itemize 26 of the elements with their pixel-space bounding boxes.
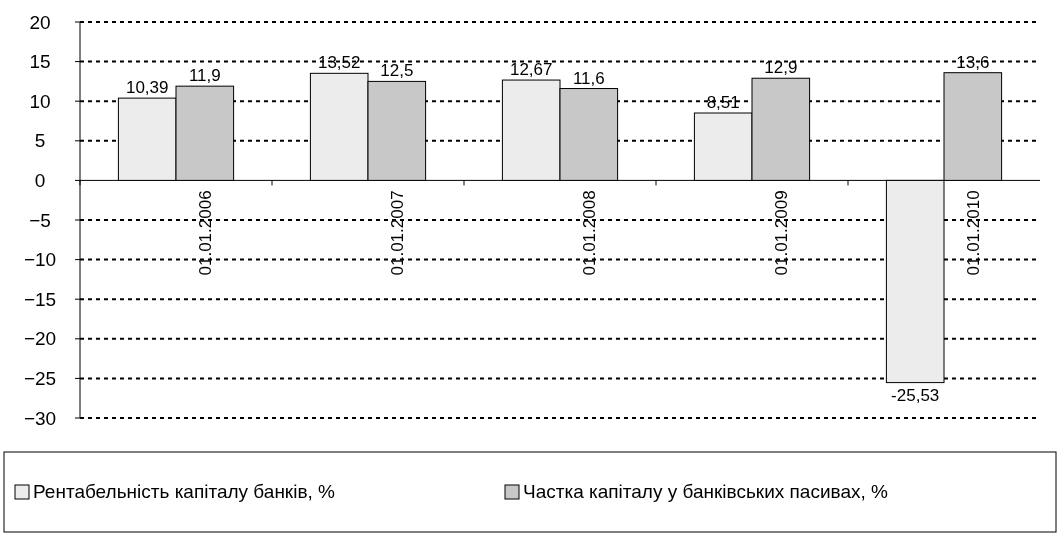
x-tick-label: 01.01.2006 (195, 190, 215, 276)
data-label: -25,53 (891, 385, 940, 405)
y-tick-label: −25 (23, 368, 57, 390)
y-tick-label: 0 (34, 170, 46, 192)
data-label: 13,52 (317, 53, 361, 73)
x-tick-label: 01.01.2007 (387, 190, 407, 276)
x-tick-label: 01.01.2009 (771, 190, 791, 276)
data-label: 11,9 (188, 66, 221, 86)
y-tick-label: 5 (34, 130, 46, 152)
y-tick-label: −5 (29, 209, 51, 231)
legend-label: Рентабельність капіталу банків, % (33, 481, 336, 502)
y-tick-label: −30 (23, 407, 57, 429)
y-tick-label: 10 (29, 90, 51, 112)
data-label: 8,51 (706, 93, 740, 112)
y-tick-label: −15 (23, 288, 57, 310)
data-label: 12,67 (509, 60, 553, 80)
data-label: 10,39 (125, 78, 169, 98)
data-label: 11,6 (572, 68, 605, 88)
legend-label: Частка капіталу у банківських пасивах, % (523, 481, 889, 502)
data-label: 12,5 (380, 61, 414, 81)
x-tick-label: 01.01.2008 (579, 190, 599, 276)
y-tick-label: −10 (23, 249, 57, 271)
y-tick-label: 20 (29, 11, 51, 33)
x-tick-label: 01.01.2010 (963, 190, 983, 276)
y-tick-label: −20 (23, 328, 57, 350)
y-tick-label: 15 (29, 51, 51, 73)
